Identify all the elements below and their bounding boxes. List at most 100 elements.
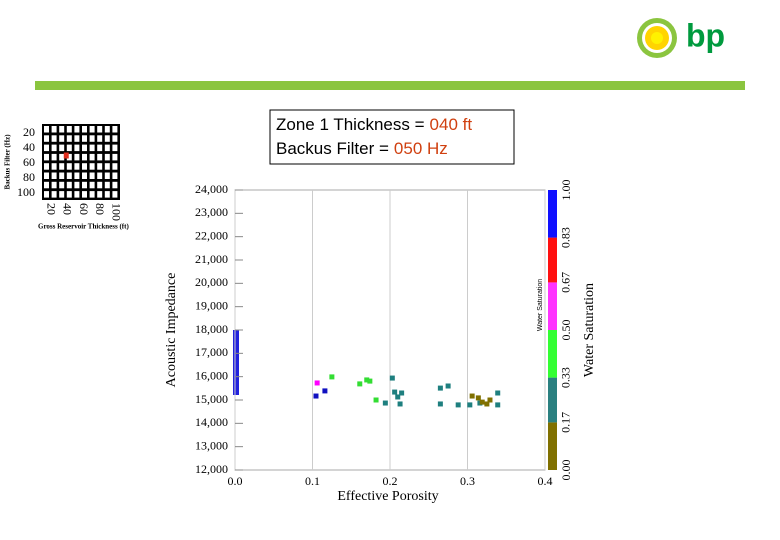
thumbnail-cell [59,135,65,142]
thumbnail-cell [104,181,110,189]
point [437,385,443,391]
thumbnail-cell [51,153,57,161]
thumbnail-cell [74,144,80,152]
x-tick-label: 0.1 [305,474,320,488]
well-log-bar [233,330,239,395]
annotation-line: Zone 1 Thickness = 040 ft [276,115,472,134]
thumbnail-x-tick-label: 40 [61,203,75,215]
annotation-label: Backus Filter = [276,139,389,158]
point [389,375,395,381]
point [455,402,461,408]
thumbnail-cell [66,191,72,198]
thumbnail-cell [44,163,49,170]
thumbnail-cell [82,172,87,179]
thumbnail-cell [89,135,95,142]
colorbar-segment [548,237,557,283]
thumbnail-cell [112,126,118,133]
thumbnail-cell [97,135,103,142]
thumbnail-cell [112,153,118,161]
thumbnail-cell [66,144,72,152]
colorbar-tick-label: 0.00 [559,460,573,481]
colorbar-inner-title: Water Saturation [537,279,544,331]
thumbnail-cell [104,191,110,198]
colorbar-segment [548,377,557,423]
header-bar [35,81,745,90]
thumbnail-cell [97,126,103,133]
colorbar-tick-label: 0.67 [559,272,573,293]
thumbnail-x-tick-label: 100 [109,203,123,221]
thumbnail-cell [44,126,49,133]
thumbnail-cell [66,153,72,161]
y-tick-label: 21,000 [195,252,228,266]
x-axis-label: Effective Porosity [337,489,438,504]
y-tick-label: 15,000 [195,392,228,406]
thumbnail-cell [97,144,103,152]
y-tick-label: 14,000 [195,415,228,429]
thumbnail-cell [59,163,65,170]
y-axis-label: Acoustic Impedance [164,273,179,388]
thumbnail-cell [97,153,103,161]
point [484,401,490,407]
thumbnail-cell [66,126,72,133]
colorbar-segment [548,422,557,470]
annotation-label: Zone 1 Thickness = [276,115,425,134]
thumbnail-cell [74,153,80,161]
annotation-value: 050 Hz [394,139,448,158]
point [445,383,451,389]
y-tick-label: 23,000 [195,205,228,219]
thumbnail-cell [74,191,80,198]
point [313,393,319,399]
colorbar-tick-label: 0.83 [559,227,573,248]
thumbnail-cell [51,191,57,198]
thumbnail-cell [97,163,103,170]
thumbnail-cell [66,172,72,179]
point [329,374,335,380]
y-tick-label: 22,000 [195,228,228,242]
thumbnail-cell [44,144,49,152]
thumbnail-cell [82,191,87,198]
thumbnail-cell [89,153,95,161]
thumbnail-y-tick-label: 40 [23,140,35,154]
thumbnail-cell [112,191,118,198]
thumbnail-cell [59,144,65,152]
point [367,378,373,384]
thumbnail-cell [104,172,110,179]
thumbnail-cell [104,153,110,161]
colorbar-tick-label: 0.33 [559,367,573,388]
thumbnail-cell [66,163,72,170]
thumbnail-cell [82,144,87,152]
thumbnail-cell [44,153,49,161]
y-tick-label: 18,000 [195,322,228,336]
y-tick-label: 16,000 [195,368,228,382]
thumbnail-cell [66,181,72,189]
thumbnail-y-tick-label: 60 [23,155,35,169]
colorbar-title: Water Saturation [582,283,597,377]
thumbnail-cell [66,135,72,142]
thumbnail-cell [59,126,65,133]
point [495,402,501,408]
thumbnail-cell [89,144,95,152]
colorbar-tick-label: 0.50 [559,320,573,341]
thumbnail-cell [104,126,110,133]
thumbnail-x-tick-label: 80 [93,203,107,215]
y-tick-label: 19,000 [195,298,228,312]
thumbnail-cell [51,172,57,179]
thumbnail-cell [44,181,49,189]
point [322,388,328,394]
thumbnail-cell [44,172,49,179]
thumbnail-cell [82,153,87,161]
thumbnail-cell [51,135,57,142]
y-tick-label: 17,000 [195,345,228,359]
annotation-value: 040 ft [430,115,473,134]
thumbnail-cell [74,172,80,179]
y-tick-label: 20,000 [195,275,228,289]
thumbnail-cell [51,163,57,170]
point [357,381,363,387]
point [479,399,485,405]
annotation-line: Backus Filter = 050 Hz [276,139,448,158]
thumbnail-cell [59,153,65,161]
thumbnail-cell [89,172,95,179]
thumbnail-cell [59,181,65,189]
